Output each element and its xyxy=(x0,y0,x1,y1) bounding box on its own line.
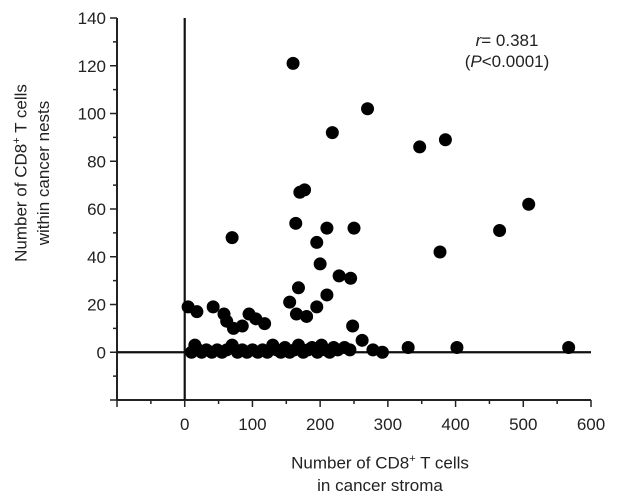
data-point xyxy=(401,340,415,354)
data-point xyxy=(332,269,346,283)
data-point xyxy=(291,281,305,295)
x-axis-title-main: Number of CD8 xyxy=(291,453,410,473)
data-point xyxy=(450,340,464,354)
data-point xyxy=(355,333,369,347)
data-point xyxy=(310,235,324,249)
data-point xyxy=(289,307,303,321)
data-point xyxy=(361,102,375,116)
x-axis-title-line2: in cancer stroma xyxy=(317,475,443,495)
x-axis-title-sup: + xyxy=(409,453,416,465)
data-point xyxy=(413,140,427,154)
y-tick-label: 120 xyxy=(78,57,106,76)
data-point xyxy=(325,126,339,140)
r-value: = 0.381 xyxy=(481,31,539,50)
y-tick-label: 140 xyxy=(78,9,106,28)
data-point xyxy=(493,223,507,237)
x-tick-label: 600 xyxy=(577,415,605,434)
data-point xyxy=(522,197,536,211)
data-point xyxy=(562,340,576,354)
axis-ticks: 0 20 40 60 80 100 120 140 0 100 200 300 400 500 600 xyxy=(78,9,606,434)
data-point xyxy=(320,288,334,302)
p-value-line: (P<0.0001) xyxy=(432,51,582,72)
data-point xyxy=(286,56,300,70)
data-point xyxy=(375,345,389,359)
r-symbol: r xyxy=(475,31,482,50)
p-symbol: P xyxy=(470,52,482,71)
y-tick-label: 0 xyxy=(97,343,106,362)
data-point xyxy=(283,295,297,309)
p-open-paren: ( xyxy=(464,52,471,71)
x-tick-label: 200 xyxy=(306,415,334,434)
y-tick-label: 40 xyxy=(87,248,106,267)
y-tick-label: 100 xyxy=(78,105,106,124)
y-axis-title-rest: T cells xyxy=(11,84,31,138)
data-point xyxy=(298,183,312,197)
data-point xyxy=(347,221,361,235)
data-point xyxy=(343,343,357,357)
data-point xyxy=(346,319,360,333)
data-point xyxy=(313,257,327,271)
data-point xyxy=(258,317,272,331)
data-points xyxy=(181,56,576,359)
r-value-line: r= 0.381 xyxy=(432,30,582,51)
data-point xyxy=(225,231,239,245)
x-tick-label: 100 xyxy=(238,415,266,434)
y-tick-label: 80 xyxy=(87,152,106,171)
data-point xyxy=(289,216,303,230)
data-point xyxy=(235,319,249,333)
x-axis-title-rest: T cells xyxy=(415,453,469,473)
y-axis-title-line2: within cancer nests xyxy=(33,100,53,246)
y-tick-label: 60 xyxy=(87,200,106,219)
data-point xyxy=(190,305,204,319)
y-axis-title-sup: + xyxy=(11,137,23,144)
y-axis-title-main: Number of CD8 xyxy=(11,143,31,262)
x-tick-label: 0 xyxy=(180,415,189,434)
data-point xyxy=(206,300,220,314)
data-point xyxy=(320,221,334,235)
x-axis-title: Number of CD8+ T cells in cancer stroma xyxy=(180,448,580,497)
data-point xyxy=(300,309,314,323)
p-value: <0.0001) xyxy=(481,52,550,71)
correlation-annotation: r= 0.381 (P<0.0001) xyxy=(432,30,582,72)
data-point xyxy=(310,300,324,314)
data-point xyxy=(438,133,452,147)
axes xyxy=(116,18,591,401)
x-tick-label: 400 xyxy=(441,415,469,434)
data-point xyxy=(433,245,447,259)
x-tick-label: 500 xyxy=(509,415,537,434)
y-axis-title: Number of CD8+ T cells within cancer nes… xyxy=(6,8,55,338)
y-tick-label: 20 xyxy=(87,296,106,315)
data-point xyxy=(344,271,358,285)
x-tick-label: 300 xyxy=(374,415,402,434)
